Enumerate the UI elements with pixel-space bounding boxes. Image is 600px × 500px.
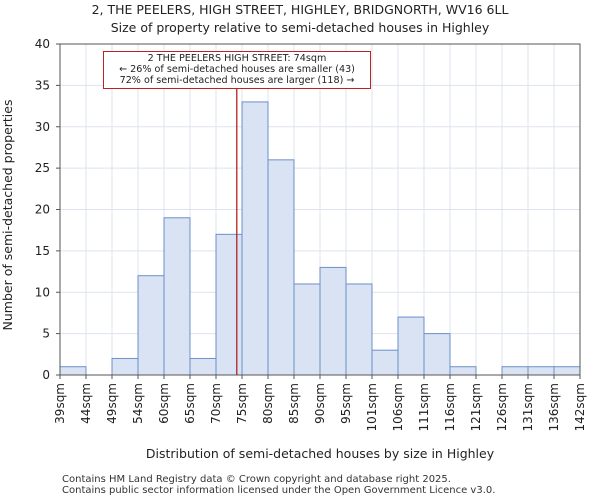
bar-106sqm [397, 316, 425, 376]
bar-95sqm [345, 283, 373, 376]
x-tick-label: 80sqm [261, 383, 275, 424]
y-tick-label: 5 [42, 327, 50, 341]
x-tick-label: 70sqm [209, 383, 223, 424]
x-tick-label: 101sqm [365, 383, 379, 431]
y-tick-label: 15 [35, 244, 50, 258]
bar-70sqm [215, 233, 243, 376]
x-tick-label: 44sqm [79, 383, 93, 424]
y-tick-label: 10 [35, 285, 50, 299]
x-tick-label: 65sqm [183, 383, 197, 424]
bars [59, 101, 581, 376]
y-tick-labels: 0 5 10 15 20 25 30 35 40 [35, 37, 60, 382]
chart-subtitle: Size of property relative to semi-detach… [111, 20, 490, 35]
bar-54sqm [137, 275, 165, 376]
bar-126sqm [501, 366, 529, 376]
annotation-line-2: ← 26% of semi-detached houses are smalle… [119, 64, 355, 75]
bar-131sqm [527, 366, 555, 376]
x-tick-label: 116sqm [443, 383, 457, 431]
x-axis-label: Distribution of semi-detached houses by … [146, 446, 495, 461]
x-tick-label: 106sqm [391, 383, 405, 431]
bar-90sqm [319, 266, 347, 376]
x-tick-label: 121sqm [469, 383, 483, 431]
y-axis-label: Number of semi-detached properties [0, 100, 15, 331]
x-tick-label: 95sqm [339, 383, 353, 424]
y-tick-label: 20 [35, 203, 50, 217]
bar-39sqm [59, 366, 87, 376]
bar-85sqm [293, 283, 321, 376]
bar-60sqm [163, 217, 191, 376]
bar-136sqm [553, 366, 581, 376]
chart-title: 2, THE PEELERS, HIGH STREET, HIGHLEY, BR… [92, 2, 509, 17]
x-tick-label: 49sqm [105, 383, 119, 424]
bar-75sqm [241, 101, 269, 376]
x-tick-label: 111sqm [417, 383, 431, 431]
bar-80sqm [267, 159, 295, 376]
bar-101sqm [371, 349, 399, 376]
annotation-box: 2 THE PEELERS HIGH STREET: 74sqm ← 26% o… [103, 51, 371, 89]
y-tick-label: 40 [35, 37, 50, 51]
bar-116sqm [449, 366, 477, 376]
x-tick-label: 60sqm [157, 383, 171, 424]
x-tick-label: 90sqm [313, 383, 327, 424]
annotation-line-1: 2 THE PEELERS HIGH STREET: 74sqm [147, 53, 327, 64]
x-tick-label: 126sqm [495, 383, 509, 431]
x-tick-label: 54sqm [131, 383, 145, 424]
x-tick-labels: 39sqm 44sqm 49sqm 54sqm 60sqm 65sqm 70sqm 75sqm… [53, 375, 587, 431]
y-tick-label: 35 [35, 78, 50, 92]
x-tick-label: 131sqm [521, 383, 535, 431]
bar-111sqm [423, 333, 451, 376]
y-tick-label: 0 [42, 368, 50, 382]
x-tick-label: 136sqm [547, 383, 561, 431]
footer-line-2: Contains public sector information licen… [62, 485, 496, 496]
x-tick-label: 75sqm [235, 383, 249, 424]
annotation-line-3: 72% of semi-detached houses are larger (… [119, 75, 355, 86]
x-tick-label: 39sqm [53, 383, 67, 424]
y-tick-label: 25 [35, 161, 50, 175]
y-tick-label: 30 [35, 120, 50, 134]
footer-line-1: Contains HM Land Registry data © Crown c… [62, 474, 451, 485]
x-tick-label: 85sqm [287, 383, 301, 424]
bar-65sqm [189, 357, 217, 376]
bar-49sqm [111, 357, 139, 376]
x-tick-label: 142sqm [573, 383, 587, 431]
